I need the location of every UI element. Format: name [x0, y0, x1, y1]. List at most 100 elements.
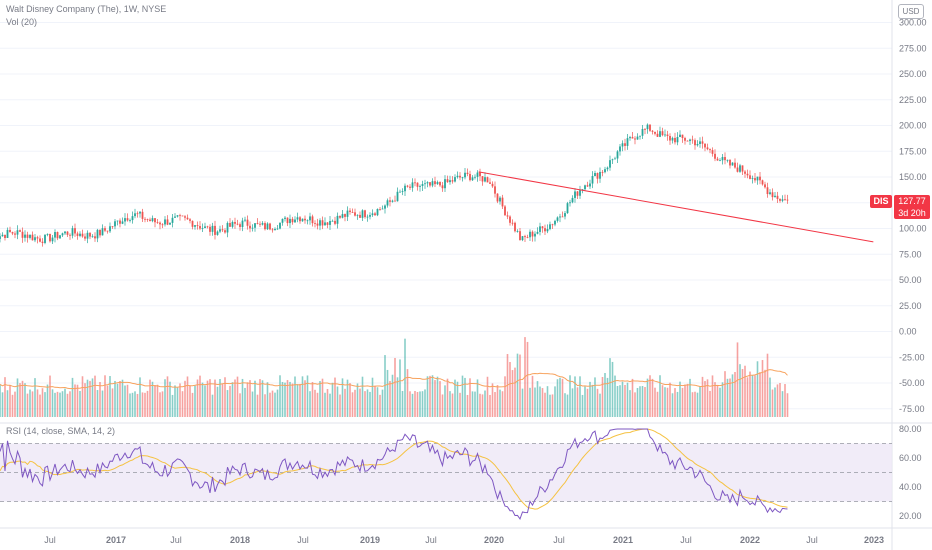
volume-bar [306, 375, 309, 417]
candle-body [349, 210, 351, 212]
volume-bar [261, 380, 264, 417]
volume-bar [169, 381, 171, 417]
candle-body [159, 222, 161, 225]
volume-bar [174, 385, 176, 417]
volume-bar [434, 380, 436, 417]
candle-body [754, 178, 756, 181]
candle-body [621, 143, 624, 147]
candle-body [234, 221, 236, 224]
volume-bar [544, 392, 546, 417]
candle-body [549, 224, 551, 230]
volume-bar [616, 385, 619, 417]
price-tick-label: 75.00 [899, 249, 922, 259]
candle-body [626, 138, 629, 146]
candle-body [284, 217, 286, 219]
volume-bar [456, 381, 459, 417]
candle-body [126, 218, 129, 221]
volume-bar [239, 393, 241, 417]
candle-body [221, 229, 224, 231]
candle-body [501, 197, 504, 207]
volume-bar [441, 394, 444, 417]
volume-bar [564, 393, 566, 417]
candle-body [356, 214, 359, 216]
candle-body [786, 199, 789, 201]
candle-body [351, 211, 354, 213]
time-axis[interactable]: Jul 2017 Jul 2018 Jul 2019 Jul 2020 Jul 2021 Jul 20… [44, 535, 884, 545]
candle-body [266, 223, 269, 230]
volume-bar [29, 389, 31, 417]
volume-bar [494, 392, 496, 417]
volume-bar [549, 394, 551, 417]
volume-bar [446, 378, 449, 417]
volume-bar [274, 392, 276, 417]
candle-body [161, 224, 164, 226]
volume-bar [289, 381, 291, 417]
volume-bar [746, 377, 749, 417]
volume-bar [419, 391, 421, 417]
candle-body [784, 199, 786, 201]
candle-body [369, 215, 371, 217]
candle-body [191, 220, 194, 227]
volume-bar [91, 378, 94, 417]
volume-bar [61, 391, 64, 417]
candle-body [211, 225, 214, 232]
volume-bar [339, 394, 341, 417]
volume-bar [199, 375, 201, 417]
volume-bar [409, 391, 411, 417]
currency-badge[interactable]: USD [898, 4, 924, 19]
candle-body [69, 234, 71, 236]
volume-bar [106, 385, 109, 417]
volume-bar [429, 375, 431, 417]
candle-body [554, 220, 556, 225]
candle-body [224, 230, 226, 233]
candle-body [206, 226, 209, 228]
volume-bar [179, 383, 181, 417]
candle-body [96, 229, 99, 239]
volume-bar [481, 394, 484, 417]
volume-bar [776, 384, 779, 417]
volume-bar [229, 385, 231, 417]
candle-body [19, 230, 21, 232]
volume-bar [111, 388, 114, 417]
candle-body [21, 231, 24, 238]
volume-bar [781, 391, 784, 417]
time-tick-label: Jul [806, 535, 818, 545]
candle-body [419, 185, 421, 187]
last-price: 127.77 [898, 196, 926, 206]
price-tick-label: 300.00 [899, 18, 927, 28]
candle-body [536, 231, 539, 234]
volume-bar [371, 377, 374, 417]
volume-bar [711, 375, 714, 417]
volume-bar [314, 389, 316, 417]
rsi-band [0, 443, 892, 502]
candle-body [124, 218, 126, 222]
candle-body [466, 172, 469, 174]
candle-body [711, 150, 714, 154]
candle-body [751, 178, 754, 179]
candle-body [136, 213, 139, 215]
volume-bar [756, 361, 759, 417]
volume-bar [191, 392, 194, 417]
price-tick-label: 225.00 [899, 95, 927, 105]
candle-body [1, 234, 4, 237]
candle-body [334, 220, 336, 224]
volume-bar [204, 385, 206, 417]
candle-body [589, 183, 591, 187]
candle-body [119, 220, 121, 224]
candle-body [769, 192, 771, 195]
candle-body [584, 185, 586, 190]
candle-body [459, 175, 461, 178]
trendline[interactable] [478, 171, 874, 243]
volume-bar [46, 384, 49, 417]
price-axis[interactable]: 300.00 275.00 250.00 225.00 200.00 175.00 150.… [899, 18, 927, 522]
candle-body [171, 217, 174, 223]
volume-bar [779, 383, 781, 417]
candle-body [576, 191, 579, 196]
candle-body [41, 241, 44, 243]
volume-bar [426, 376, 429, 417]
volume-bar [86, 379, 89, 417]
volume-bar [491, 383, 494, 417]
candle-body [679, 134, 681, 137]
